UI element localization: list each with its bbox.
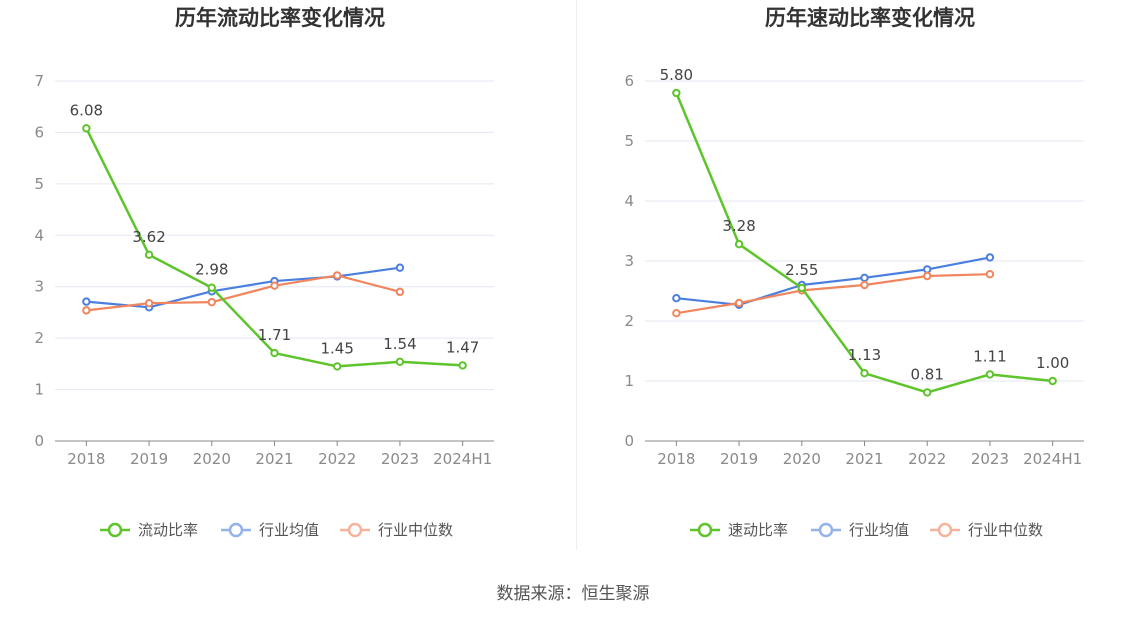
y-tick-label: 0 xyxy=(34,432,44,450)
y-tick-label: 4 xyxy=(34,226,44,244)
legend-marker xyxy=(228,522,244,538)
y-tick-label: 7 xyxy=(34,72,44,90)
chart-title: 历年速动比率变化情况 xyxy=(765,6,975,30)
data-point xyxy=(82,306,91,315)
series-line-1 xyxy=(86,266,401,309)
y-tick-label: 3 xyxy=(624,252,634,270)
x-tick-label: 2019 xyxy=(130,450,168,468)
data-point xyxy=(1048,376,1057,386)
data-point xyxy=(734,240,744,249)
x-tick-label: 2020 xyxy=(783,450,821,468)
legend-marker xyxy=(347,522,363,538)
x-tick-label: 2022 xyxy=(908,450,946,468)
data-point xyxy=(797,283,806,293)
y-tick-label: 2 xyxy=(624,312,634,330)
data-point xyxy=(860,369,869,378)
data-point xyxy=(207,297,216,307)
y-tick-label: 2 xyxy=(34,329,44,347)
data-point xyxy=(923,271,932,281)
x-tick-label: 2020 xyxy=(193,450,231,468)
data-point xyxy=(270,281,279,290)
chart-quick-ratio: 历年速动比率变化情况 0 1 2 3 4 5 6 2018 2019 2020 2021 2022 202… xyxy=(624,6,1084,539)
y-tick-label: 1 xyxy=(624,372,634,390)
data-label: 2.98 xyxy=(195,261,228,279)
chart-current-ratio: 历年流动比率变化情况 0 1 2 3 4 5 6 7 2018 2019 2020 2021 2022 20… xyxy=(34,6,494,539)
data-label: 1.54 xyxy=(383,335,416,353)
x-tick-label: 2024H1 xyxy=(1023,450,1082,468)
x-tick-label: 2023 xyxy=(971,450,1009,468)
data-point xyxy=(734,298,744,308)
data-label: 1.45 xyxy=(321,339,354,357)
data-point xyxy=(860,280,869,290)
y-tick-label: 4 xyxy=(624,192,634,210)
legend-label: 行业中位数 xyxy=(968,521,1043,539)
data-label: 1.11 xyxy=(973,347,1006,365)
data-point xyxy=(985,270,995,279)
data-point xyxy=(923,265,932,274)
data-point xyxy=(672,309,681,318)
y-tick-label: 6 xyxy=(34,123,44,141)
x-tick-label: 2019 xyxy=(720,450,758,468)
legend-marker xyxy=(107,522,123,538)
data-point xyxy=(458,361,467,370)
data-point xyxy=(270,348,279,358)
y-tick-label: 0 xyxy=(624,432,634,450)
data-point xyxy=(333,271,342,280)
data-point xyxy=(82,124,91,133)
x-tick-label: 2023 xyxy=(381,450,419,468)
source-note: 数据来源：恒生聚源 xyxy=(497,584,650,604)
y-tick-label: 5 xyxy=(34,175,44,193)
data-point xyxy=(985,253,995,262)
legend-label: 行业均值 xyxy=(259,521,319,539)
data-label: 1.47 xyxy=(446,338,479,356)
data-point xyxy=(82,297,91,306)
data-point xyxy=(985,370,995,379)
data-label: 5.80 xyxy=(660,66,693,84)
data-point xyxy=(395,287,405,297)
data-label: 1.71 xyxy=(258,326,291,344)
x-tick-label: 2021 xyxy=(255,450,293,468)
data-point xyxy=(333,362,342,371)
data-point xyxy=(144,298,154,308)
data-label: 3.28 xyxy=(722,217,755,235)
legend-label: 行业均值 xyxy=(849,521,909,539)
data-label: 1.00 xyxy=(1036,354,1069,372)
data-point xyxy=(395,263,405,272)
series-line-2 xyxy=(86,274,401,312)
series-line-1 xyxy=(676,256,991,306)
data-point xyxy=(395,357,405,366)
data-point xyxy=(672,294,681,303)
x-tick-label: 2018 xyxy=(67,450,105,468)
data-label: 0.81 xyxy=(911,365,944,383)
legend-label: 流动比率 xyxy=(138,521,198,539)
data-label: 6.08 xyxy=(70,101,103,119)
chart-title: 历年流动比率变化情况 xyxy=(175,6,385,30)
data-label: 2.55 xyxy=(785,261,818,279)
legend-label: 速动比率 xyxy=(728,521,788,539)
y-tick-label: 6 xyxy=(624,72,634,90)
x-tick-label: 2024H1 xyxy=(433,450,492,468)
legend-label: 行业中位数 xyxy=(378,521,453,539)
data-point xyxy=(923,388,932,397)
data-label: 3.62 xyxy=(132,228,165,246)
y-tick-label: 1 xyxy=(34,381,44,399)
data-point xyxy=(207,283,216,292)
series-line-2 xyxy=(676,273,990,315)
legend-marker xyxy=(818,522,834,538)
legend-marker xyxy=(937,522,953,538)
x-tick-label: 2022 xyxy=(318,450,356,468)
data-point xyxy=(860,273,869,282)
x-tick-label: 2021 xyxy=(845,450,883,468)
x-tick-label: 2018 xyxy=(657,450,695,468)
y-tick-label: 3 xyxy=(34,278,44,296)
data-label: 1.13 xyxy=(848,346,881,364)
y-tick-label: 5 xyxy=(624,132,634,150)
legend-marker xyxy=(697,522,713,538)
data-point xyxy=(672,88,681,98)
data-point xyxy=(144,250,154,260)
